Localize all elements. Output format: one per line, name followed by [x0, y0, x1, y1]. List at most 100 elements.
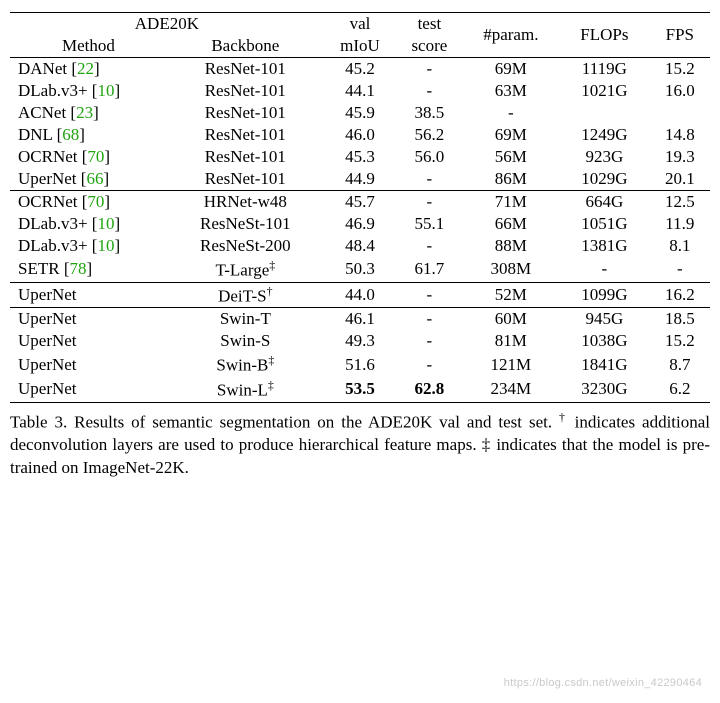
score-cell: -: [396, 168, 462, 191]
ddagger-symbol: ‡: [482, 435, 491, 454]
superscript-marker: ‡: [269, 258, 275, 272]
fps-cell: [650, 102, 710, 124]
citation-link[interactable]: 23: [76, 103, 93, 122]
table-row: SETR [78]T-Large‡50.361.7308M--: [10, 257, 710, 282]
method-cell: UperNet [66]: [10, 168, 167, 191]
method-cell: DNL [68]: [10, 124, 167, 146]
table-row: UperNet Swin-S49.3-81M1038G15.2: [10, 330, 710, 352]
table-row: DLab.v3+ [10]ResNet-10144.1-63M1021G16.0: [10, 80, 710, 102]
table-caption: Table 3. Results of semantic segmentatio…: [10, 409, 710, 480]
header-score: score: [396, 35, 462, 58]
method-cell: DANet [22]: [10, 58, 167, 81]
miou-cell: 49.3: [324, 330, 396, 352]
param-cell: 60M: [463, 308, 560, 331]
table-row: UperNet Swin-B‡51.6-121M1841G8.7: [10, 352, 710, 377]
param-cell: 71M: [463, 191, 560, 214]
table-row: UperNet DeiT-S†44.0-52M1099G16.2: [10, 282, 710, 308]
backbone-cell: ResNet-101: [167, 124, 324, 146]
table-row: DNL [68]ResNet-10146.056.269M1249G14.8: [10, 124, 710, 146]
backbone-cell: ResNet-101: [167, 58, 324, 81]
miou-cell: 45.7: [324, 191, 396, 214]
fps-cell: 15.2: [650, 330, 710, 352]
table-row: UperNet Swin-T46.1-60M945G18.5: [10, 308, 710, 331]
flops-cell: 664G: [559, 191, 650, 214]
miou-cell: 46.0: [324, 124, 396, 146]
miou-cell: 44.9: [324, 168, 396, 191]
backbone-cell: T-Large‡: [167, 257, 324, 282]
method-cell: SETR [78]: [10, 257, 167, 282]
table-row: ACNet [23]ResNet-10145.938.5-: [10, 102, 710, 124]
method-cell: UperNet: [10, 282, 167, 308]
param-cell: 66M: [463, 213, 560, 235]
citation-link[interactable]: 10: [97, 236, 114, 255]
fps-cell: 16.2: [650, 282, 710, 308]
citation-link[interactable]: 66: [86, 169, 103, 188]
method-cell: UperNet: [10, 308, 167, 331]
score-cell: -: [396, 80, 462, 102]
fps-cell: 15.2: [650, 58, 710, 81]
score-cell: 61.7: [396, 257, 462, 282]
header-miou: mIoU: [324, 35, 396, 58]
header-backbone: Backbone: [167, 35, 324, 58]
fps-cell: 19.3: [650, 146, 710, 168]
fps-cell: 6.2: [650, 377, 710, 402]
param-cell: 86M: [463, 168, 560, 191]
table-row: DANet [22]ResNet-10145.2-69M1119G15.2: [10, 58, 710, 81]
citation-link[interactable]: 22: [77, 59, 94, 78]
param-cell: 81M: [463, 330, 560, 352]
flops-cell: 3230G: [559, 377, 650, 402]
method-cell: DLab.v3+ [10]: [10, 235, 167, 257]
score-cell: 62.8: [396, 377, 462, 402]
citation-link[interactable]: 78: [69, 259, 86, 278]
backbone-cell: ResNeSt-101: [167, 213, 324, 235]
backbone-cell: ResNet-101: [167, 102, 324, 124]
backbone-cell: ResNet-101: [167, 80, 324, 102]
miou-cell: 45.9: [324, 102, 396, 124]
citation-link[interactable]: 10: [97, 214, 114, 233]
table-body: DANet [22]ResNet-10145.2-69M1119G15.2DLa…: [10, 58, 710, 403]
fps-cell: 16.0: [650, 80, 710, 102]
results-table: ADE20K val test #param. FLOPs FPS Method…: [10, 12, 710, 403]
score-cell: -: [396, 191, 462, 214]
citation-link[interactable]: 10: [97, 81, 114, 100]
citation-link[interactable]: 70: [87, 192, 104, 211]
flops-cell: [559, 102, 650, 124]
backbone-cell: Swin-T: [167, 308, 324, 331]
param-cell: 69M: [463, 58, 560, 81]
citation-link[interactable]: 70: [87, 147, 104, 166]
dagger-symbol: †: [559, 410, 568, 424]
flops-cell: 1029G: [559, 168, 650, 191]
header-fps: FPS: [650, 13, 710, 58]
score-cell: -: [396, 352, 462, 377]
param-cell: -: [463, 102, 560, 124]
fps-cell: 12.5: [650, 191, 710, 214]
param-cell: 63M: [463, 80, 560, 102]
fps-cell: -: [650, 257, 710, 282]
flops-cell: 1021G: [559, 80, 650, 102]
miou-cell: 50.3: [324, 257, 396, 282]
method-cell: DLab.v3+ [10]: [10, 80, 167, 102]
table-row: DLab.v3+ [10]ResNeSt-10146.955.166M1051G…: [10, 213, 710, 235]
backbone-cell: ResNet-101: [167, 146, 324, 168]
header-flops: FLOPs: [559, 13, 650, 58]
superscript-marker: ‡: [268, 378, 274, 392]
caption-label: Table 3.: [10, 412, 67, 431]
param-cell: 121M: [463, 352, 560, 377]
score-cell: 56.0: [396, 146, 462, 168]
miou-cell: 51.6: [324, 352, 396, 377]
table-header: ADE20K val test #param. FLOPs FPS Method…: [10, 13, 710, 58]
method-cell: DLab.v3+ [10]: [10, 213, 167, 235]
score-cell: 38.5: [396, 102, 462, 124]
param-cell: 52M: [463, 282, 560, 308]
backbone-cell: ResNet-101: [167, 168, 324, 191]
backbone-cell: Swin-S: [167, 330, 324, 352]
fps-cell: 11.9: [650, 213, 710, 235]
flops-cell: 1099G: [559, 282, 650, 308]
citation-link[interactable]: 68: [62, 125, 79, 144]
miou-cell: 53.5: [324, 377, 396, 402]
score-cell: -: [396, 308, 462, 331]
method-cell: UperNet: [10, 377, 167, 402]
score-cell: 56.2: [396, 124, 462, 146]
fps-cell: 14.8: [650, 124, 710, 146]
flops-cell: 1249G: [559, 124, 650, 146]
